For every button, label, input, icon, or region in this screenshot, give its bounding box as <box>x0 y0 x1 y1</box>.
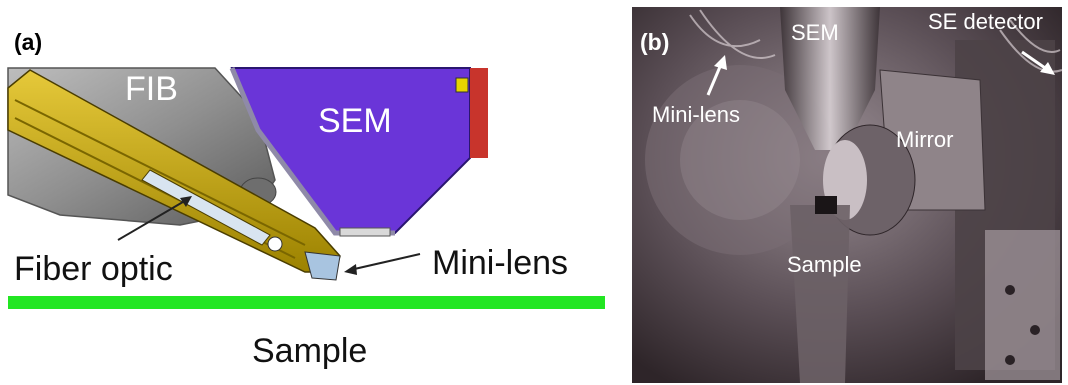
panel-a-tag: (a) <box>14 29 42 55</box>
panel-b-tag: (b) <box>640 29 669 55</box>
se-detector-label: SE detector <box>928 9 1043 34</box>
photo-sample-piece <box>815 196 837 214</box>
fiber-optic-arrow <box>117 198 189 241</box>
sem-label-a: SEM <box>318 102 392 140</box>
mini-lens-label-a: Mini-lens <box>432 244 568 282</box>
sample-label-a: Sample <box>252 332 367 370</box>
photo-sem-column <box>780 7 880 150</box>
mini-lens-label-b: Mini-lens <box>652 102 740 127</box>
probe-arm-hole <box>267 236 283 252</box>
sample-label-b: Sample <box>787 252 862 277</box>
probe-arm <box>7 69 341 281</box>
photo-mini-lens-arrowhead <box>714 55 727 70</box>
sample-bar <box>8 296 605 309</box>
sem-side-red <box>470 68 488 158</box>
photo-bolt-1 <box>1005 285 1015 295</box>
photo-se-detector-arrow <box>1021 50 1049 72</box>
photo-wheel <box>645 65 835 255</box>
photo-se-detector-arrowhead <box>1040 62 1055 75</box>
fiber-channel <box>141 169 271 246</box>
fib-label: FIB <box>125 70 178 108</box>
probe-arm-stripe <box>14 99 306 246</box>
sem-aperture <box>339 227 391 237</box>
photo-wires-left <box>689 9 776 59</box>
sem-label-b: SEM <box>791 20 839 45</box>
mini-lens-arrow <box>349 253 421 271</box>
photo-bolt-2 <box>1030 325 1040 335</box>
mirror-label: Mirror <box>896 127 953 152</box>
sem-side-yellow <box>455 77 469 93</box>
mini-lens-shape <box>304 251 341 281</box>
photo-right-plate <box>985 230 1060 380</box>
photo-wheel-inner <box>680 100 800 220</box>
photo-wires-right <box>999 19 1063 73</box>
fiber-optic-arrowhead <box>180 196 192 207</box>
panel-a: (a) FIB SEM Fiber optic Mini-lens Sample <box>7 29 605 370</box>
fiber-optic-label: Fiber optic <box>14 250 173 288</box>
photo-bolt-3 <box>1005 355 1015 365</box>
mini-lens-arrowhead <box>344 264 357 275</box>
photo-sample-post <box>790 205 850 383</box>
panel-b: (b) SEM SE detector Mini-lens Mirror Sam… <box>632 7 1063 383</box>
